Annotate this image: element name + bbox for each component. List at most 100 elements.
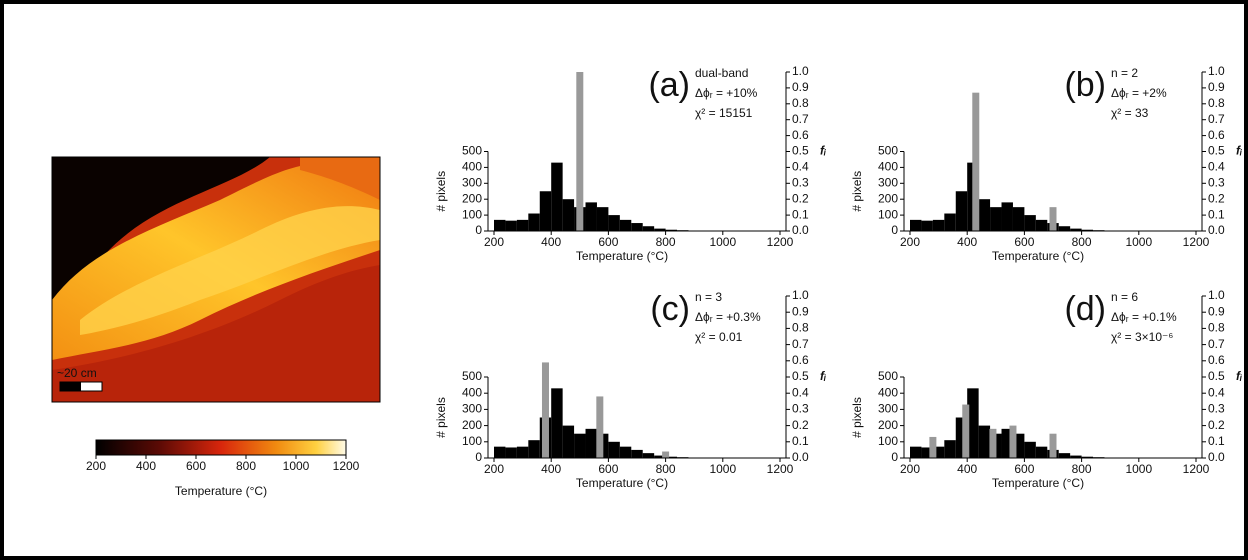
histogram-bar bbox=[1070, 455, 1082, 458]
fraction-bar bbox=[989, 428, 997, 458]
x-tick-label: 600 bbox=[598, 462, 618, 476]
histogram-bar bbox=[494, 219, 506, 231]
x-tick-label: 400 bbox=[541, 235, 561, 249]
y2-tick-label: 0.3 bbox=[792, 175, 809, 189]
y-tick-label: 400 bbox=[878, 160, 898, 174]
histogram-bar bbox=[574, 433, 586, 458]
histogram-bar bbox=[1035, 219, 1048, 231]
y2-tick-label: 0.5 bbox=[792, 144, 809, 158]
histogram-bar bbox=[910, 219, 922, 231]
colorbar bbox=[95, 439, 347, 456]
colorbar-tick-label: 1000 bbox=[283, 459, 310, 473]
histogram-bar bbox=[562, 199, 575, 231]
y2-tick-label: 0.0 bbox=[1208, 223, 1225, 237]
histogram-bar bbox=[1081, 229, 1094, 231]
histogram-bar bbox=[1058, 453, 1071, 458]
y2-tick-label: 0.1 bbox=[792, 207, 809, 221]
y2-tick-label: 0.5 bbox=[1208, 144, 1225, 158]
y2-tick-label: 0.1 bbox=[1208, 207, 1225, 221]
y2-tick-label: 0.2 bbox=[1208, 418, 1225, 432]
y2-tick-label: 0.4 bbox=[792, 385, 809, 399]
y-tick-label: 400 bbox=[878, 385, 898, 399]
x-tick-label: 1200 bbox=[1183, 235, 1210, 249]
fraction-bar bbox=[1049, 207, 1057, 231]
y2-tick-label: 1.0 bbox=[1208, 64, 1225, 78]
histogram-bar bbox=[1081, 456, 1094, 458]
y2-axis-label: fᵢ bbox=[1236, 144, 1242, 158]
annotation: Δϕᵣ = +0.3% bbox=[695, 310, 761, 324]
histogram-bar bbox=[1012, 207, 1025, 231]
histogram-bar bbox=[505, 220, 517, 231]
y-axis-label: # pixels bbox=[850, 171, 864, 212]
y2-tick-label: 0.6 bbox=[792, 128, 809, 142]
histogram-bar bbox=[516, 446, 529, 458]
colorbar-tick-label: 400 bbox=[136, 459, 156, 473]
x-tick-label: 600 bbox=[1014, 235, 1034, 249]
y2-tick-label: 0.4 bbox=[1208, 385, 1225, 399]
histogram-bar bbox=[978, 425, 991, 458]
x-axis-label: Temperature (°C) bbox=[992, 476, 1084, 490]
histogram-bar bbox=[631, 223, 643, 231]
histogram-bar bbox=[585, 202, 597, 231]
y-tick-label: 0 bbox=[891, 450, 898, 464]
x-tick-label: 800 bbox=[656, 462, 676, 476]
y-tick-label: 200 bbox=[878, 418, 898, 432]
histogram-bar bbox=[1070, 228, 1082, 231]
histogram-bar bbox=[932, 219, 945, 231]
x-tick-label: 400 bbox=[957, 235, 977, 249]
y2-tick-label: 0.1 bbox=[1208, 434, 1225, 448]
annotation: χ² = 0.01 bbox=[695, 330, 743, 344]
y2-tick-label: 0.6 bbox=[792, 353, 809, 367]
y2-tick-label: 0.2 bbox=[1208, 191, 1225, 205]
y2-tick-label: 0.5 bbox=[792, 369, 809, 383]
histogram-bar bbox=[551, 162, 563, 231]
histogram-bar bbox=[516, 219, 529, 231]
x-tick-label: 1000 bbox=[1125, 462, 1152, 476]
annotation: χ² = 15151 bbox=[695, 106, 753, 120]
y-tick-label: 500 bbox=[878, 369, 898, 383]
y2-tick-label: 0.2 bbox=[792, 418, 809, 432]
y2-tick-label: 0.9 bbox=[1208, 304, 1225, 318]
image-border bbox=[51, 156, 381, 403]
annotation: χ² = 3×10⁻⁶ bbox=[1111, 330, 1173, 344]
x-tick-label: 600 bbox=[1014, 462, 1034, 476]
y-axis-label: # pixels bbox=[434, 397, 448, 438]
histogram-bar bbox=[955, 417, 968, 458]
x-axis-label: Temperature (°C) bbox=[992, 249, 1084, 263]
fraction-bar bbox=[662, 451, 670, 458]
y-axis-label: # pixels bbox=[434, 171, 448, 212]
histogram-bar bbox=[494, 446, 506, 458]
histogram-bar bbox=[944, 440, 956, 458]
y2-tick-label: 1.0 bbox=[1208, 288, 1225, 302]
histogram-bar bbox=[596, 207, 609, 231]
histogram-bar bbox=[932, 446, 945, 458]
x-tick-label: 200 bbox=[484, 462, 504, 476]
histogram-bar bbox=[1024, 215, 1036, 231]
y2-tick-label: 1.0 bbox=[792, 288, 809, 302]
histogram-bar bbox=[505, 447, 517, 458]
y-tick-label: 400 bbox=[462, 160, 482, 174]
panel-label: (b) bbox=[1064, 66, 1106, 104]
histogram-bar bbox=[978, 199, 991, 231]
y2-tick-label: 0.7 bbox=[792, 337, 809, 351]
x-axis-label: Temperature (°C) bbox=[576, 476, 668, 490]
histogram-bar bbox=[921, 220, 933, 231]
annotation: χ² = 33 bbox=[1111, 106, 1149, 120]
panel-label: (a) bbox=[648, 66, 690, 104]
histogram-bar bbox=[528, 440, 540, 458]
y2-tick-label: 0.8 bbox=[1208, 321, 1225, 335]
y2-tick-label: 1.0 bbox=[792, 64, 809, 78]
y-tick-label: 300 bbox=[462, 402, 482, 416]
histogram-bar bbox=[539, 191, 552, 231]
fraction-bar bbox=[576, 72, 584, 231]
x-tick-label: 200 bbox=[900, 235, 920, 249]
y-tick-label: 100 bbox=[462, 207, 482, 221]
y2-tick-label: 0.0 bbox=[1208, 450, 1225, 464]
y-tick-label: 100 bbox=[878, 207, 898, 221]
histogram-bar bbox=[585, 428, 597, 458]
histogram-bar bbox=[619, 446, 632, 458]
y2-tick-label: 0.2 bbox=[792, 191, 809, 205]
y-tick-label: 0 bbox=[475, 450, 482, 464]
y2-tick-label: 0.6 bbox=[1208, 128, 1225, 142]
y-tick-label: 200 bbox=[462, 418, 482, 432]
